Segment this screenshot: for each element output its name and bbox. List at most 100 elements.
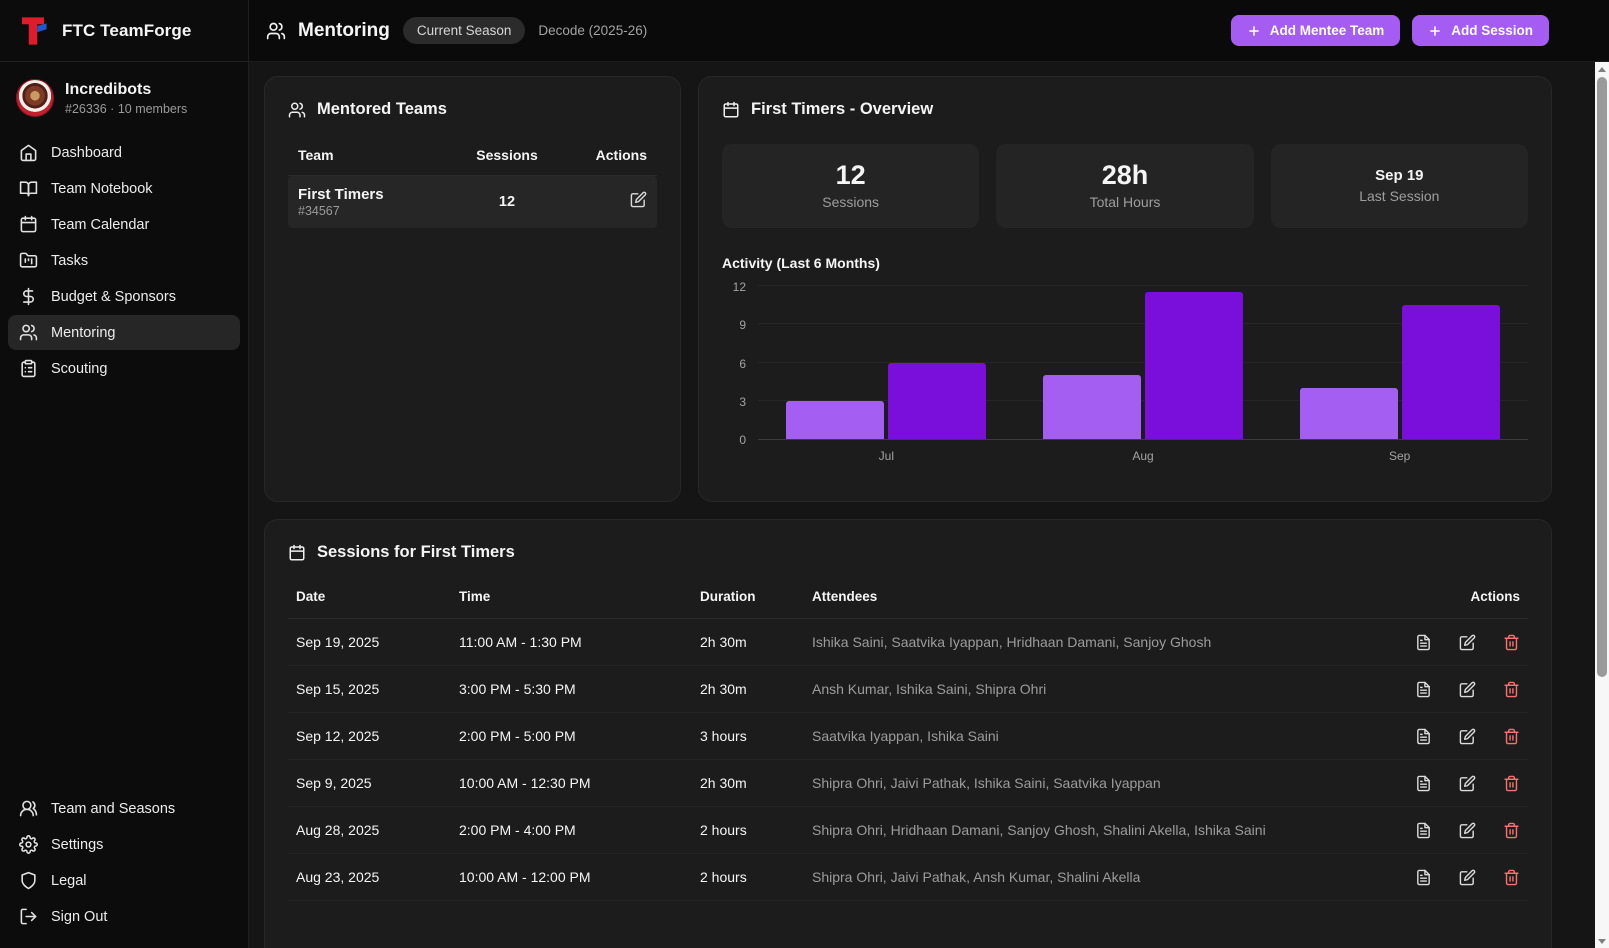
edit-session-button[interactable] <box>1459 728 1476 745</box>
sidebar-nav: DashboardTeam NotebookTeam CalendarTasks… <box>0 131 248 390</box>
sidebar-item-label: Scouting <box>51 361 107 377</box>
column-header-team: Team <box>298 147 452 163</box>
vertical-scrollbar[interactable] <box>1595 62 1609 948</box>
add-session-button[interactable]: Add Session <box>1412 15 1549 46</box>
bar-hours-sep <box>1402 305 1500 439</box>
team-meta: #26336 · 10 members <box>65 102 187 116</box>
scrollbar-down-button[interactable] <box>1595 934 1609 948</box>
edit-icon <box>1459 869 1476 886</box>
chart-y-axis: 036912 <box>722 287 758 440</box>
mentored-team-row[interactable]: First Timers#3456712 <box>288 176 657 228</box>
topbar-actions: Add Mentee Team Add Session <box>1231 15 1549 46</box>
trash-icon <box>1503 681 1520 698</box>
main-area: Mentoring Current Season Decode (2025-26… <box>249 0 1609 948</box>
sessions-title-row: Sessions for First Timers <box>288 543 1528 562</box>
session-attendees: Ansh Kumar, Ishika Saini, Shipra Ohri <box>812 681 1400 697</box>
add-mentee-team-button[interactable]: Add Mentee Team <box>1231 15 1401 46</box>
stat-label: Last Session <box>1359 188 1439 204</box>
scrollbar-up-button[interactable] <box>1595 62 1609 76</box>
users-icon <box>266 21 286 41</box>
file-text-session-button[interactable] <box>1415 775 1432 792</box>
trash-session-button[interactable] <box>1503 775 1520 792</box>
team-avatar <box>16 79 54 117</box>
trash-session-button[interactable] <box>1503 728 1520 745</box>
edit-icon <box>1459 822 1476 839</box>
sessions-title: Sessions for First Timers <box>317 543 515 562</box>
column-header-duration: Duration <box>700 589 812 604</box>
column-header-actions: Actions <box>562 147 647 163</box>
trash-icon <box>1503 822 1520 839</box>
trash-session-button[interactable] <box>1503 869 1520 886</box>
session-date: Aug 28, 2025 <box>296 822 459 838</box>
edit-session-button[interactable] <box>1459 681 1476 698</box>
session-date: Sep 15, 2025 <box>296 681 459 697</box>
sidebar-item-scouting[interactable]: Scouting <box>8 351 240 386</box>
file-text-icon <box>1415 681 1432 698</box>
edit-session-button[interactable] <box>1459 822 1476 839</box>
edit-session-button[interactable] <box>1459 775 1476 792</box>
plus-icon <box>1247 24 1261 38</box>
sidebar-item-team-calendar[interactable]: Team Calendar <box>8 207 240 242</box>
sidebar-item-mentoring[interactable]: Mentoring <box>8 315 240 350</box>
edit-session-button[interactable] <box>1459 634 1476 651</box>
session-actions <box>1400 822 1520 839</box>
column-header-attendees: Attendees <box>812 589 1400 604</box>
session-attendees: Shipra Ohri, Hridhaan Damani, Sanjoy Gho… <box>812 822 1400 838</box>
mentored-teams-body: First Timers#3456712 <box>288 176 657 228</box>
file-text-session-button[interactable] <box>1415 869 1432 886</box>
session-duration: 2 hours <box>700 822 812 838</box>
mentee-team-name: First Timers <box>298 186 452 205</box>
session-actions <box>1400 728 1520 745</box>
session-time: 10:00 AM - 12:00 PM <box>459 869 700 885</box>
y-tick-label: 9 <box>739 318 746 332</box>
edit-icon <box>630 191 647 208</box>
trash-session-button[interactable] <box>1503 681 1520 698</box>
bar-group-aug <box>1015 287 1272 439</box>
session-date: Sep 9, 2025 <box>296 775 459 791</box>
stat-value: 28h <box>1102 162 1149 189</box>
trash-icon <box>1503 634 1520 651</box>
trash-session-button[interactable] <box>1503 634 1520 651</box>
season-label: Decode (2025-26) <box>538 23 647 38</box>
y-tick-label: 3 <box>739 395 746 409</box>
brand: FTC TeamForge <box>0 0 248 62</box>
button-label: Add Session <box>1451 23 1533 38</box>
stat-value: 12 <box>836 162 866 189</box>
file-text-icon <box>1415 822 1432 839</box>
trash-session-button[interactable] <box>1503 822 1520 839</box>
app-window: FTC TeamForge Incredibots #26336 · 10 me… <box>0 0 1609 948</box>
trash-icon <box>1503 869 1520 886</box>
edit-session-button[interactable] <box>1459 869 1476 886</box>
current-season-badge: Current Season <box>403 17 526 44</box>
sidebar-item-team-notebook[interactable]: Team Notebook <box>8 171 240 206</box>
edit-icon <box>1459 634 1476 651</box>
session-row: Aug 28, 20252:00 PM - 4:00 PM2 hoursShip… <box>288 807 1528 854</box>
y-tick-label: 6 <box>739 357 746 371</box>
sessions-count: 12 <box>452 194 562 210</box>
file-text-session-button[interactable] <box>1415 728 1432 745</box>
brand-name: FTC TeamForge <box>62 21 191 41</box>
sidebar-item-budget-sponsors[interactable]: Budget & Sponsors <box>8 279 240 314</box>
sidebar-item-dashboard[interactable]: Dashboard <box>8 135 240 170</box>
session-date: Sep 19, 2025 <box>296 634 459 650</box>
tf-logo-icon <box>16 14 50 48</box>
file-text-session-button[interactable] <box>1415 681 1432 698</box>
folder-kanban-icon <box>19 251 38 270</box>
sidebar-item-legal[interactable]: Legal <box>8 863 240 898</box>
sidebar-item-settings[interactable]: Settings <box>8 827 240 862</box>
session-date: Sep 12, 2025 <box>296 728 459 744</box>
sidebar-item-sign-out[interactable]: Sign Out <box>8 899 240 934</box>
calendar-icon <box>19 215 38 234</box>
sidebar-item-label: Settings <box>51 837 103 853</box>
edit-team-button[interactable] <box>630 191 647 208</box>
overview-card: First Timers - Overview 12Sessions28hTot… <box>698 76 1552 502</box>
sidebar-item-team-and-seasons[interactable]: Team and Seasons <box>8 791 240 826</box>
file-text-session-button[interactable] <box>1415 822 1432 839</box>
scroll-down-icon <box>1598 939 1606 944</box>
session-attendees: Ishika Saini, Saatvika Iyappan, Hridhaan… <box>812 634 1400 650</box>
scrollbar-thumb[interactable] <box>1597 77 1607 677</box>
sidebar-item-tasks[interactable]: Tasks <box>8 243 240 278</box>
team-switcher[interactable]: Incredibots #26336 · 10 members <box>0 62 248 131</box>
sidebar-item-label: Mentoring <box>51 325 115 341</box>
file-text-session-button[interactable] <box>1415 634 1432 651</box>
